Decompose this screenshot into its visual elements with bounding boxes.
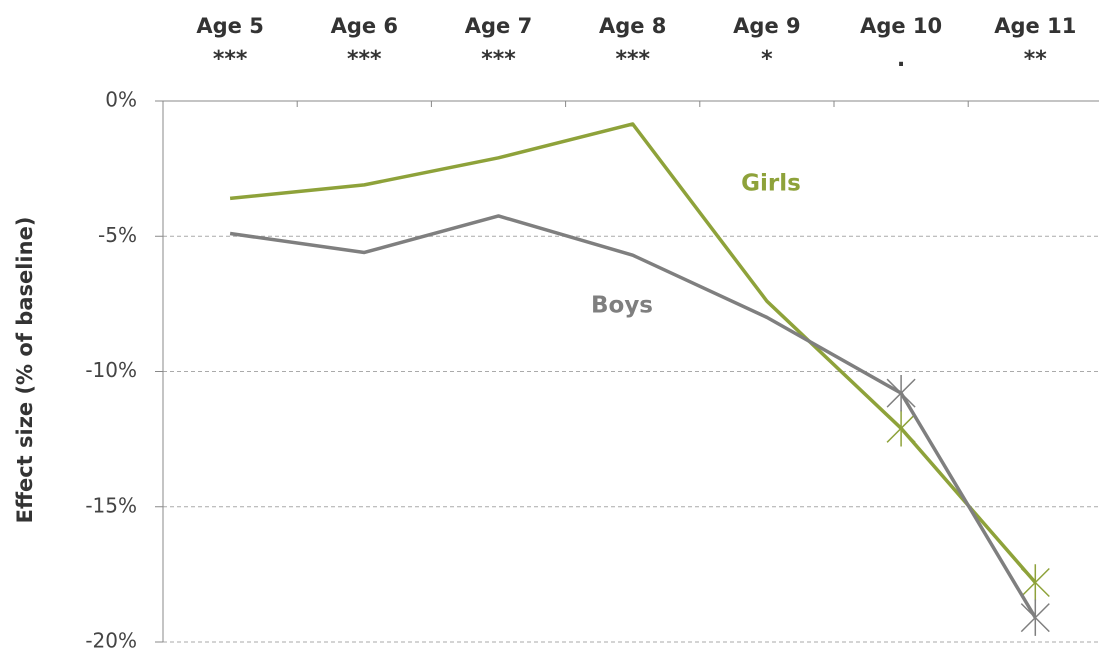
y-tick-label: -15% [85,493,137,517]
series-label: Boys [591,293,653,319]
x-tick-label: Age 6 [331,14,398,38]
significance-label: *** [481,47,516,72]
significance-label: * [761,47,773,72]
x-tick-label: Age 7 [465,14,532,38]
x-tick-label: Age 5 [196,14,263,38]
y-tick-label: -10% [85,358,137,382]
marker [886,374,916,412]
y-axis-title: Effect size (% of baseline) [13,217,37,524]
significance-label: . [897,47,905,72]
x-tick-label: Age 8 [599,14,666,38]
y-tick-label: -20% [85,629,137,651]
x-tick-label: Age 11 [994,14,1076,38]
series-line [229,122,1037,584]
significance-label: *** [213,47,248,72]
series-label: Girls [741,171,801,197]
marker [1020,564,1050,601]
y-tick-label: -5% [98,223,137,247]
x-tick-label: Age 9 [733,14,800,38]
marker [886,410,916,447]
significance-label: ** [1024,47,1048,72]
marker [1020,599,1050,636]
significance-label: *** [615,47,650,72]
series-line [229,214,1037,619]
x-tick-label: Age 10 [860,14,942,38]
significance-label: *** [347,47,382,72]
y-tick-label: 0% [105,88,137,112]
